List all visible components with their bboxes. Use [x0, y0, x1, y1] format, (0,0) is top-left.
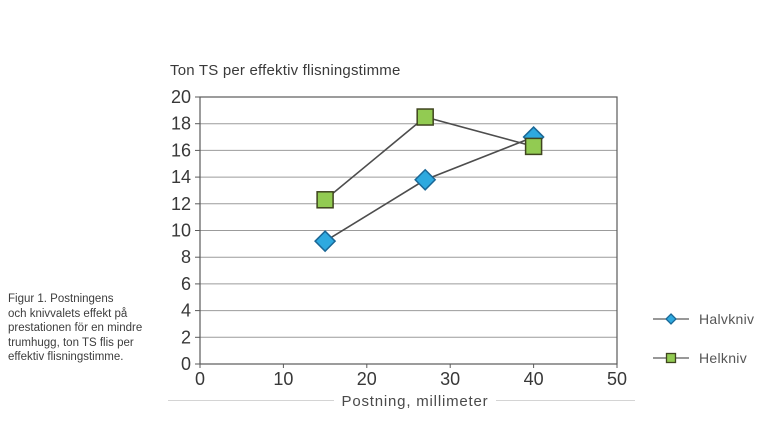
- x-tick-label: 50: [607, 369, 627, 389]
- caption-line-5: effektiv flisningstimme.: [8, 351, 124, 363]
- marker-helkniv: [416, 108, 434, 126]
- y-tick-label: 2: [181, 327, 191, 347]
- y-tick-label: 10: [171, 221, 191, 241]
- chart-title: Ton TS per effektiv flisningstimme: [170, 62, 401, 79]
- y-tick-label: 12: [171, 194, 191, 214]
- figure-caption: Figur 1. Postningens och knivvalets effe…: [8, 292, 168, 365]
- helkniv-square-icon: [653, 352, 689, 364]
- series-line-helkniv: [324, 116, 534, 201]
- y-tick-label: 0: [181, 354, 191, 374]
- x-tick-label: 10: [273, 369, 293, 389]
- legend-item-halvkniv: Halvkniv: [652, 308, 754, 330]
- marker-helkniv: [316, 191, 334, 209]
- y-tick-label: 6: [181, 274, 191, 294]
- legend-label-helkniv: Helkniv: [699, 350, 748, 366]
- y-tick-label: 16: [171, 140, 191, 160]
- x-axis-title: Postning, millimeter: [333, 393, 497, 410]
- marker-halvkniv: [414, 168, 437, 191]
- x-tick-label: 20: [357, 369, 377, 389]
- x-axis-title-wrap: Postning, millimeter: [200, 393, 630, 410]
- caption-line-1: Figur 1. Postningens: [8, 293, 114, 305]
- x-tick-label: 30: [440, 369, 460, 389]
- series-line-halvkniv: [324, 136, 534, 242]
- halvkniv-diamond-icon: [653, 313, 689, 325]
- y-tick-label: 18: [171, 114, 191, 134]
- caption-line-3: prestationen för en mindre: [8, 322, 143, 334]
- y-tick-label: 20: [171, 87, 191, 107]
- marker-helkniv: [524, 137, 543, 156]
- caption-line-4: trumhugg, ton TS flis per: [8, 336, 134, 349]
- x-tick-label: 0: [195, 369, 205, 389]
- marker-halvkniv: [314, 230, 337, 253]
- y-tick-label: 4: [181, 301, 191, 321]
- legend-item-helkniv: Helkniv: [652, 347, 754, 369]
- legend-label-halvkniv: Halvkniv: [699, 311, 755, 327]
- x-tick-label: 40: [524, 369, 544, 389]
- y-tick-label: 8: [181, 247, 191, 267]
- chart-legend: Halvkniv Helkniv: [652, 308, 754, 386]
- caption-line-2: och knivvalets effekt på: [8, 307, 128, 320]
- y-tick-label: 14: [171, 167, 191, 187]
- plot-border: [199, 96, 618, 365]
